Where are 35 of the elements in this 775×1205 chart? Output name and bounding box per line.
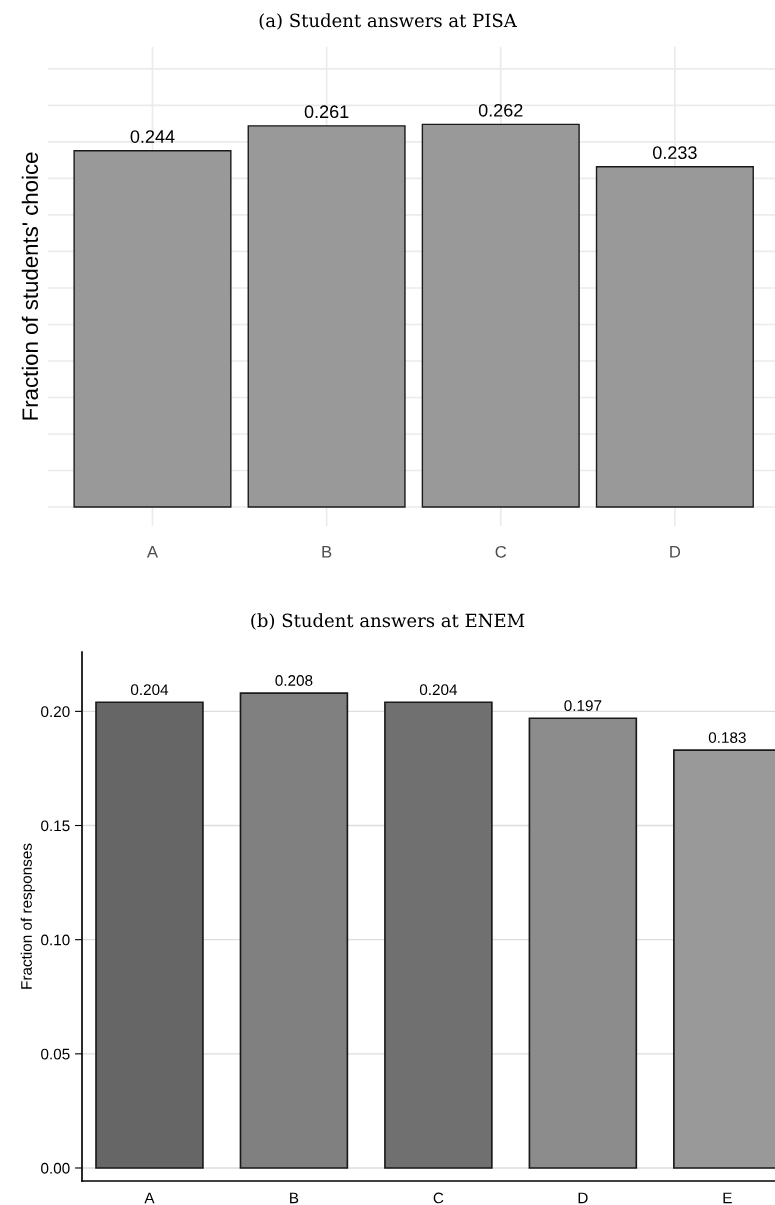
- x-tick-label: B: [290, 1192, 299, 1204]
- bar: [528, 717, 638, 1169]
- data-label: 0.204: [130, 684, 169, 696]
- x-tick-label: D: [578, 1192, 588, 1204]
- y-tick-label: 0.05: [41, 1048, 70, 1060]
- chart-title: (a) Student answers at PISA: [259, 13, 517, 30]
- x-tick-label: E: [723, 1192, 732, 1204]
- bar: [384, 701, 493, 1169]
- y-tick-label: 0.10: [41, 934, 70, 946]
- bar: [247, 125, 406, 508]
- data-label: 0.244: [130, 130, 175, 143]
- bar: [595, 166, 754, 508]
- y-axis-title: Fraction of students' choice: [21, 152, 39, 420]
- data-label: 0.233: [652, 146, 697, 160]
- bar: [95, 701, 204, 1169]
- data-label: 0.204: [419, 684, 458, 696]
- x-tick-label: D: [670, 546, 681, 558]
- data-label: 0.261: [304, 105, 349, 119]
- y-tick-label: 0.20: [41, 706, 70, 718]
- data-label: 0.262: [478, 103, 523, 117]
- bar: [421, 123, 580, 508]
- x-tick-label: C: [495, 545, 507, 558]
- x-tick-label: A: [144, 1192, 155, 1204]
- x-tick-label: A: [146, 546, 158, 558]
- y-axis-title: Fraction of responses: [20, 843, 35, 989]
- y-tick-label: 0.15: [41, 820, 70, 832]
- data-label: 0.208: [275, 675, 313, 686]
- bar: [239, 692, 349, 1169]
- data-label: 0.183: [708, 732, 746, 743]
- x-tick-label: C: [433, 1192, 444, 1204]
- x-tick-label: B: [322, 546, 332, 558]
- chart-title: (b) Student answers at ENEM: [251, 613, 525, 630]
- data-label: 0.197: [564, 700, 602, 712]
- bar: [73, 149, 232, 508]
- y-tick-label: 0.00: [41, 1162, 70, 1174]
